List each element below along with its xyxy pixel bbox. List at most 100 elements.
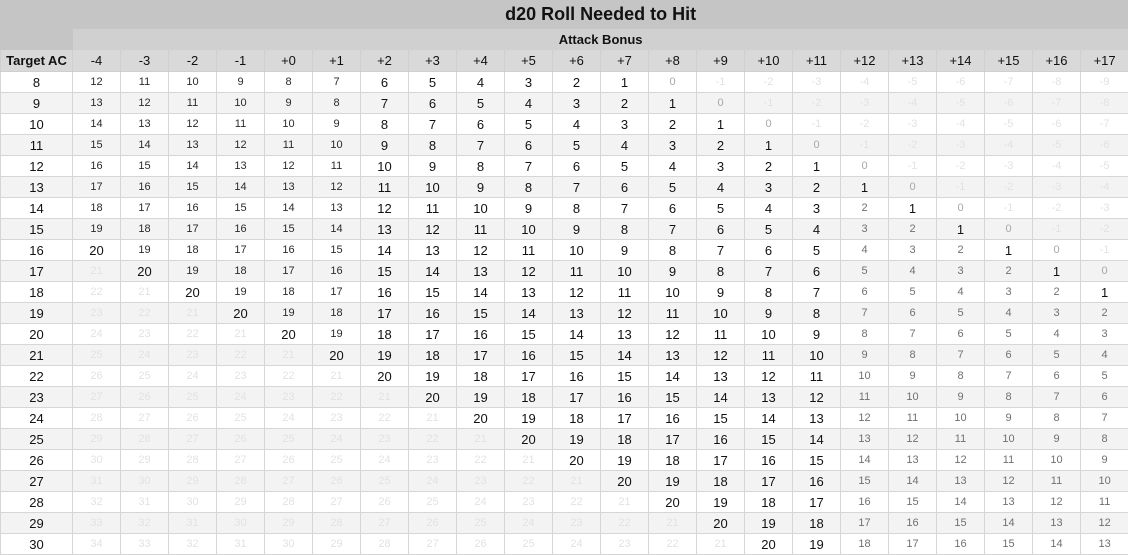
roll-cell: 30 <box>121 471 169 492</box>
roll-cell: 6 <box>409 93 457 114</box>
roll-cell: 4 <box>649 156 697 177</box>
roll-cell: 20 <box>217 303 265 324</box>
roll-cell: 7 <box>697 240 745 261</box>
roll-cell: 13 <box>121 114 169 135</box>
roll-cell: 31 <box>169 513 217 534</box>
roll-cell: 25 <box>361 471 409 492</box>
roll-cell: 21 <box>313 366 361 387</box>
roll-cell: 4 <box>601 135 649 156</box>
roll-cell: 20 <box>745 534 793 555</box>
bonus-header: +14 <box>937 50 985 72</box>
roll-cell: 27 <box>217 450 265 471</box>
roll-cell: 6 <box>889 303 937 324</box>
roll-cell: -5 <box>985 114 1033 135</box>
roll-cell: 16 <box>409 303 457 324</box>
roll-cell: 13 <box>1081 534 1128 555</box>
roll-cell: 23 <box>409 450 457 471</box>
roll-cell: 20 <box>313 345 361 366</box>
roll-cell: 11 <box>889 408 937 429</box>
roll-cell: 7 <box>409 114 457 135</box>
roll-cell: 19 <box>73 219 121 240</box>
roll-cell: 12 <box>457 240 505 261</box>
roll-cell: 13 <box>601 324 649 345</box>
roll-cell: 6 <box>601 177 649 198</box>
roll-cell: 27 <box>73 387 121 408</box>
roll-cell: 1 <box>889 198 937 219</box>
roll-cell: 12 <box>649 324 697 345</box>
roll-cell: 17 <box>649 429 697 450</box>
roll-cell: 8 <box>457 156 505 177</box>
roll-cell: -4 <box>937 114 985 135</box>
roll-cell: 17 <box>505 366 553 387</box>
roll-cell: 1 <box>1081 282 1128 303</box>
roll-cell: 23 <box>601 534 649 555</box>
bonus-header: +5 <box>505 50 553 72</box>
roll-cell: 24 <box>73 324 121 345</box>
bonus-header: -3 <box>121 50 169 72</box>
roll-cell: 5 <box>1033 345 1081 366</box>
roll-cell: 12 <box>889 429 937 450</box>
roll-cell: 18 <box>649 450 697 471</box>
roll-cell: 28 <box>121 429 169 450</box>
roll-cell: 2 <box>793 177 841 198</box>
roll-cell: 15 <box>553 345 601 366</box>
bonus-header: +17 <box>1081 50 1128 72</box>
roll-cell: -4 <box>841 72 889 93</box>
roll-cell: 7 <box>313 72 361 93</box>
roll-cell: 9 <box>985 408 1033 429</box>
roll-cell: 10 <box>649 282 697 303</box>
roll-cell: 29 <box>169 471 217 492</box>
roll-cell: 15 <box>649 387 697 408</box>
roll-cell: 12 <box>745 366 793 387</box>
roll-cell: 12 <box>217 135 265 156</box>
roll-cell: 24 <box>169 366 217 387</box>
roll-cell: 14 <box>313 219 361 240</box>
roll-cell: -1 <box>745 93 793 114</box>
target-ac-cell: 19 <box>1 303 73 324</box>
roll-cell: 16 <box>745 450 793 471</box>
roll-cell: 13 <box>169 135 217 156</box>
roll-cell: 8 <box>649 240 697 261</box>
roll-cell: 25 <box>409 492 457 513</box>
bonus-header: +10 <box>745 50 793 72</box>
roll-cell: 14 <box>889 471 937 492</box>
roll-cell: 30 <box>73 450 121 471</box>
roll-cell: 22 <box>409 429 457 450</box>
roll-cell: 6 <box>1033 366 1081 387</box>
roll-cell: 4 <box>697 177 745 198</box>
roll-cell: 11 <box>169 93 217 114</box>
attack-bonus-header: Attack Bonus <box>73 29 1128 50</box>
roll-cell: 8 <box>841 324 889 345</box>
roll-cell: 27 <box>313 492 361 513</box>
roll-cell: 11 <box>265 135 313 156</box>
target-ac-cell: 15 <box>1 219 73 240</box>
roll-cell: 32 <box>73 492 121 513</box>
roll-cell: 10 <box>457 198 505 219</box>
roll-cell: 4 <box>505 93 553 114</box>
roll-cell: 2 <box>937 240 985 261</box>
roll-cell: -2 <box>889 135 937 156</box>
roll-cell: 20 <box>169 282 217 303</box>
roll-cell: 18 <box>553 408 601 429</box>
roll-cell: 26 <box>121 387 169 408</box>
roll-cell: 14 <box>793 429 841 450</box>
roll-cell: 7 <box>889 324 937 345</box>
roll-cell: 17 <box>73 177 121 198</box>
roll-cell: 6 <box>745 240 793 261</box>
roll-cell: 14 <box>553 324 601 345</box>
roll-cell: 18 <box>121 219 169 240</box>
roll-cell: 28 <box>217 471 265 492</box>
roll-cell: -3 <box>1081 198 1128 219</box>
roll-cell: 18 <box>505 387 553 408</box>
roll-cell: 23 <box>553 513 601 534</box>
roll-cell: 1 <box>985 240 1033 261</box>
roll-cell: 22 <box>265 366 313 387</box>
roll-cell: -4 <box>1033 156 1081 177</box>
roll-cell: 2 <box>889 219 937 240</box>
roll-cell: -6 <box>1033 114 1081 135</box>
roll-cell: 21 <box>553 471 601 492</box>
